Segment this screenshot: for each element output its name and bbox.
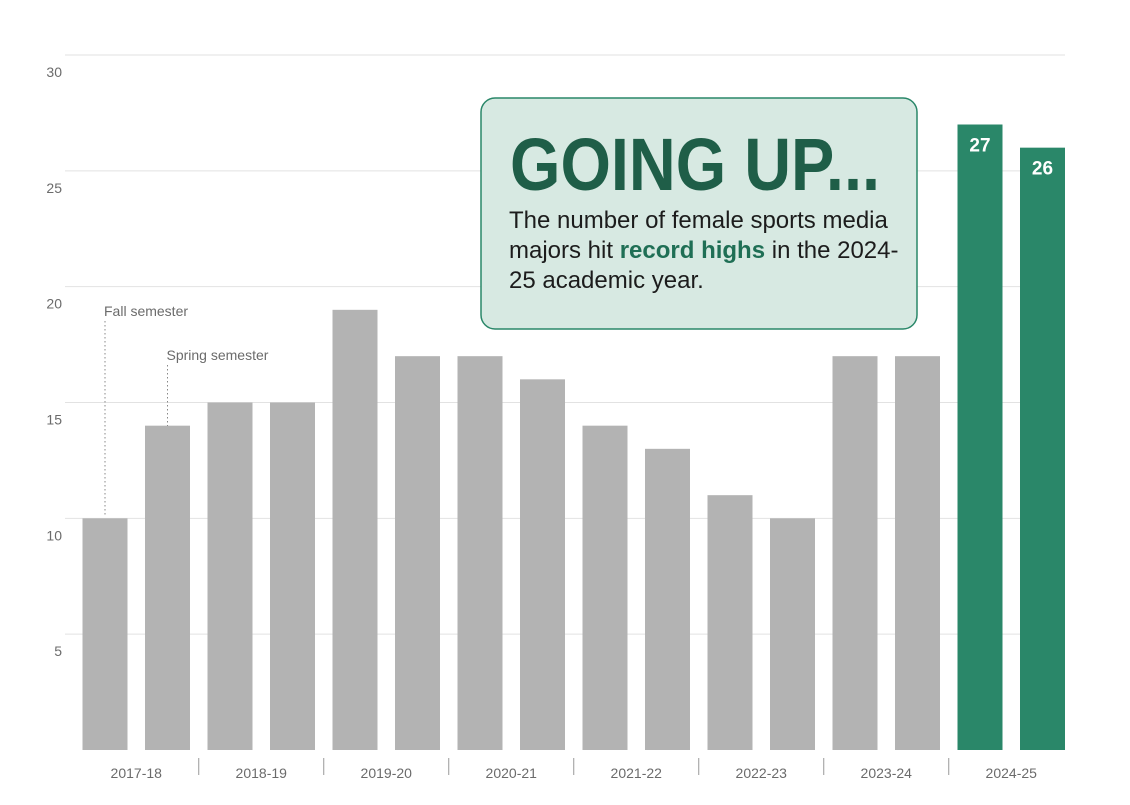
x-tick-label: 2021-22 xyxy=(611,765,663,781)
bar xyxy=(82,518,128,750)
y-tick-label: 10 xyxy=(46,527,62,543)
bar xyxy=(707,495,753,750)
y-tick-label: 5 xyxy=(54,643,62,659)
bar xyxy=(895,356,940,750)
series-label: Fall semester xyxy=(104,303,188,319)
bar xyxy=(332,309,378,750)
x-tick-label: 2022-23 xyxy=(736,765,788,781)
bar xyxy=(770,518,815,750)
bar xyxy=(270,402,315,750)
bar xyxy=(145,425,190,750)
bar xyxy=(645,448,690,750)
bars xyxy=(82,124,1065,750)
body-text: in the 2024-25 academic year. xyxy=(509,237,899,294)
annotation-box xyxy=(480,97,918,330)
bar xyxy=(1020,147,1065,750)
annotation-body: The number of female sports media majors… xyxy=(509,206,909,296)
body-highlight: record highs xyxy=(619,237,766,264)
y-tick-label: 25 xyxy=(46,180,62,196)
bar xyxy=(520,379,565,750)
value-label: 27 xyxy=(969,136,990,157)
x-tick-label: 2018-19 xyxy=(236,765,288,781)
bar xyxy=(395,356,440,750)
x-tick-label: 2019-20 xyxy=(361,765,413,781)
y-tick-label: 20 xyxy=(46,296,62,312)
bar xyxy=(957,124,1003,750)
bar xyxy=(582,425,628,750)
x-tick-label: 2017-18 xyxy=(111,765,163,781)
y-tick-label: 15 xyxy=(46,412,62,428)
series-label: Spring semester xyxy=(167,347,269,363)
annotation-title: GOING UP... xyxy=(510,123,880,206)
y-tick-label: 30 xyxy=(46,64,62,80)
x-tick-label: 2023-24 xyxy=(861,765,913,781)
bar xyxy=(207,402,253,750)
x-tick-label: 2024-25 xyxy=(986,765,1038,781)
x-tick-label: 2020-21 xyxy=(486,765,538,781)
bar xyxy=(832,356,878,750)
bar xyxy=(457,356,503,750)
body-text: The number of female sports media majors… xyxy=(509,207,888,264)
value-label: 26 xyxy=(1032,159,1053,180)
